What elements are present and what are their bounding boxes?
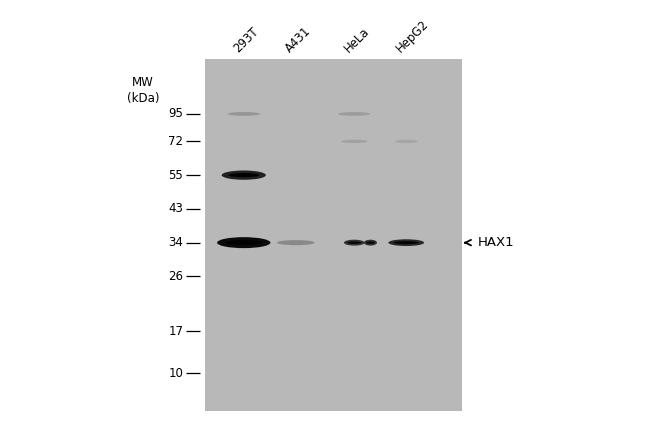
Text: 43: 43	[168, 203, 183, 215]
Text: 55: 55	[168, 169, 183, 181]
Text: 34: 34	[168, 236, 183, 249]
Ellipse shape	[227, 112, 260, 116]
Text: MW
(kDa): MW (kDa)	[127, 76, 159, 105]
Text: 17: 17	[168, 325, 183, 338]
Ellipse shape	[394, 241, 419, 244]
Ellipse shape	[217, 237, 270, 248]
Ellipse shape	[366, 241, 375, 244]
Ellipse shape	[344, 240, 365, 246]
Ellipse shape	[341, 140, 367, 143]
Bar	[205, 59, 462, 411]
Text: HepG2: HepG2	[394, 17, 432, 55]
Ellipse shape	[395, 140, 417, 143]
Ellipse shape	[347, 241, 361, 244]
Text: 72: 72	[168, 135, 183, 148]
Ellipse shape	[225, 240, 263, 245]
Ellipse shape	[338, 112, 370, 116]
Text: 10: 10	[168, 367, 183, 380]
Ellipse shape	[222, 170, 266, 180]
Text: 26: 26	[168, 270, 183, 283]
Text: 95: 95	[168, 108, 183, 120]
Ellipse shape	[277, 240, 315, 245]
Text: HAX1: HAX1	[478, 236, 514, 249]
Ellipse shape	[228, 173, 259, 177]
Text: 293T: 293T	[231, 25, 261, 55]
Ellipse shape	[389, 239, 424, 246]
Ellipse shape	[364, 240, 377, 246]
Text: HeLa: HeLa	[342, 24, 372, 55]
Text: A431: A431	[283, 24, 314, 55]
